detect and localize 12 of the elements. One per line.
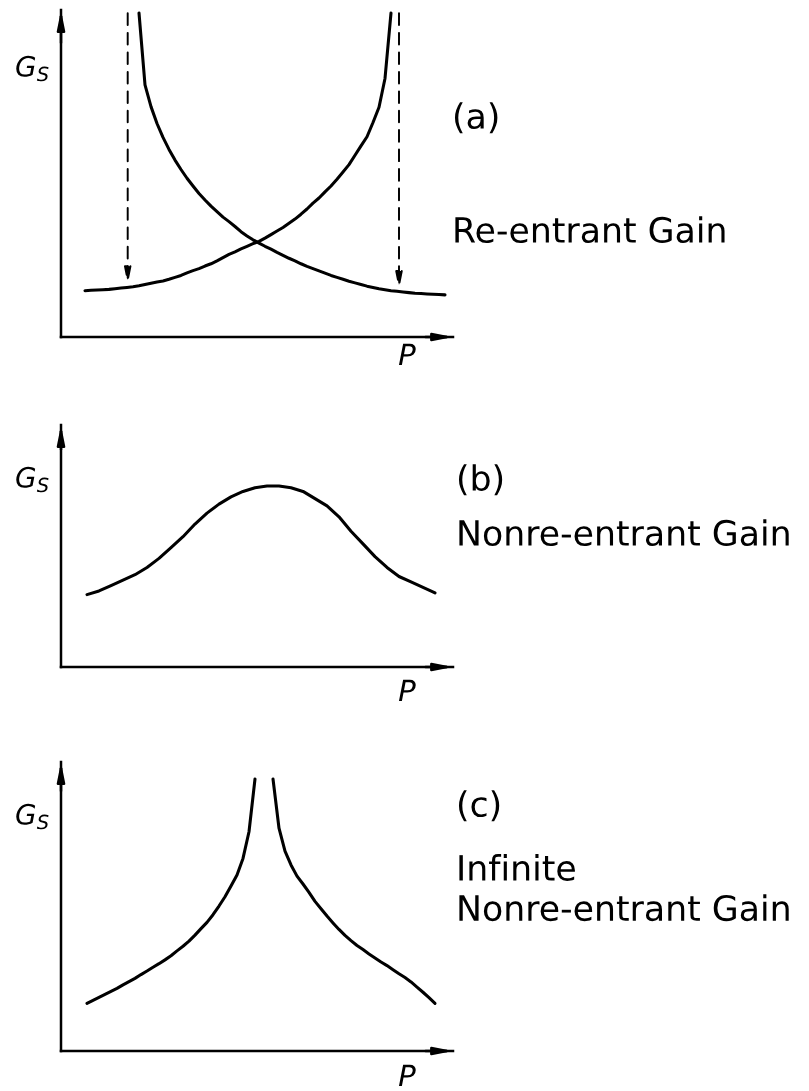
y-axis-title: G$_{S}$ xyxy=(16,803,49,830)
text: (c) xyxy=(458,790,500,822)
x-axis-title: P xyxy=(398,679,416,702)
x-axis-title: P xyxy=(398,343,416,366)
text: (b) xyxy=(458,464,503,496)
text: Re-entrant Gain xyxy=(455,216,725,244)
y-axis-title: G$_{S}$ xyxy=(16,466,49,493)
x-axis-title: P xyxy=(398,1064,416,1087)
text: (a) xyxy=(454,102,498,134)
text: Nonre-entrant Gain xyxy=(459,519,789,547)
text: Infinite Nonre-entrant Gain xyxy=(459,854,789,922)
y-axis-title: G$_{S}$ xyxy=(16,55,49,82)
